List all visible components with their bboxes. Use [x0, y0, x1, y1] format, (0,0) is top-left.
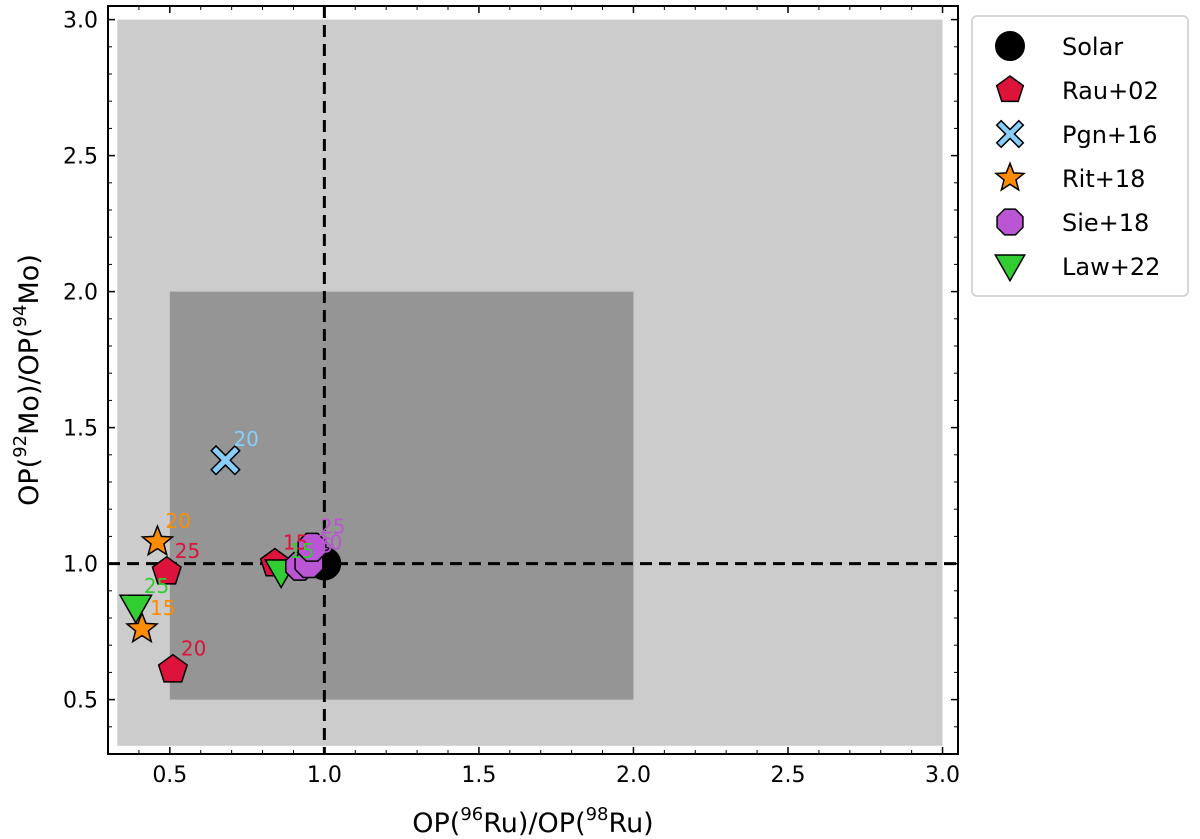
- point-sie18-3: [297, 532, 327, 562]
- shaded-region-2: [169, 291, 634, 700]
- point-rau02-3: [151, 555, 182, 585]
- plot-frame: [107, 5, 959, 755]
- reference-lines: [108, 6, 958, 754]
- legend-label-sie18: Sie+18: [1062, 209, 1149, 237]
- point-law22-2: [118, 594, 153, 625]
- point-label-rau02: 15: [283, 531, 308, 555]
- legend-label-pgn16: Pgn+16: [1062, 121, 1158, 149]
- point-label-rau02: 25: [175, 539, 200, 563]
- point-label-law22: 25: [144, 574, 169, 598]
- legend-label-rit18: Rit+18: [1062, 165, 1145, 193]
- y-tick-label: 3.0: [63, 9, 98, 34]
- x-axis-title: OP(96Ru)/OP(98Ru): [412, 804, 653, 839]
- x-tick-label: 2.0: [616, 763, 651, 788]
- y-axis-title: OP(92Mo)/OP(94Mo): [10, 254, 45, 506]
- y-tick-label: 0.5: [63, 689, 98, 714]
- shaded-regions: [117, 19, 943, 746]
- point-label-pgn16: 20: [233, 427, 258, 451]
- y-tick-label: 1.5: [63, 417, 98, 442]
- y-tick-label: 2.0: [63, 281, 98, 306]
- legend-marker-solar: [995, 31, 1025, 61]
- point-rit18-1: [125, 611, 159, 644]
- axis-ticks: 0.5 1.0 1.5 2.0 2.5 3.0 0.5 1.0 1.5 2.0 2.5 3.0: [63, 6, 960, 788]
- data-points: [118, 444, 342, 683]
- legend-marker-law22: [994, 254, 1026, 283]
- point-rau02-2: [157, 653, 189, 683]
- legend-box: [971, 15, 1189, 297]
- legend-marker-rau02: [995, 75, 1025, 103]
- x-tick-label: 0.5: [152, 763, 187, 788]
- legend-label-solar: Solar: [1062, 33, 1123, 61]
- legend-label-rau02: Rau+02: [1062, 77, 1159, 105]
- x-tick-label: 2.5: [771, 763, 806, 788]
- point-rit18-2: [140, 524, 175, 557]
- legend-marker-pgn16: [995, 119, 1025, 149]
- legend-label-law22: Law+22: [1062, 253, 1160, 281]
- point-label-sie18: 25: [320, 514, 345, 538]
- x-tick-label: 3.0: [925, 763, 960, 788]
- legend-marker-sie18: [996, 208, 1024, 236]
- point-label-rau02: 20: [181, 637, 206, 661]
- legend: Solar Rau+02 Pgn+16 Rit+18 Sie+18 Law+22: [971, 15, 1189, 297]
- point-pgn16-1: [210, 444, 241, 476]
- point-label-sie18: 15: [308, 533, 333, 557]
- point-label-rit18: 15: [150, 596, 175, 620]
- x-tick-label: 1.5: [461, 763, 496, 788]
- y-tick-label: 1.0: [63, 553, 98, 578]
- x-tick-label: 1.0: [307, 763, 342, 788]
- point-label-law22: 15: [289, 539, 314, 563]
- legend-marker-rit18: [994, 161, 1026, 192]
- y-tick-label: 2.5: [63, 145, 98, 170]
- point-label-rit18: 20: [165, 509, 190, 533]
- point-label-sie18: 20: [317, 531, 342, 555]
